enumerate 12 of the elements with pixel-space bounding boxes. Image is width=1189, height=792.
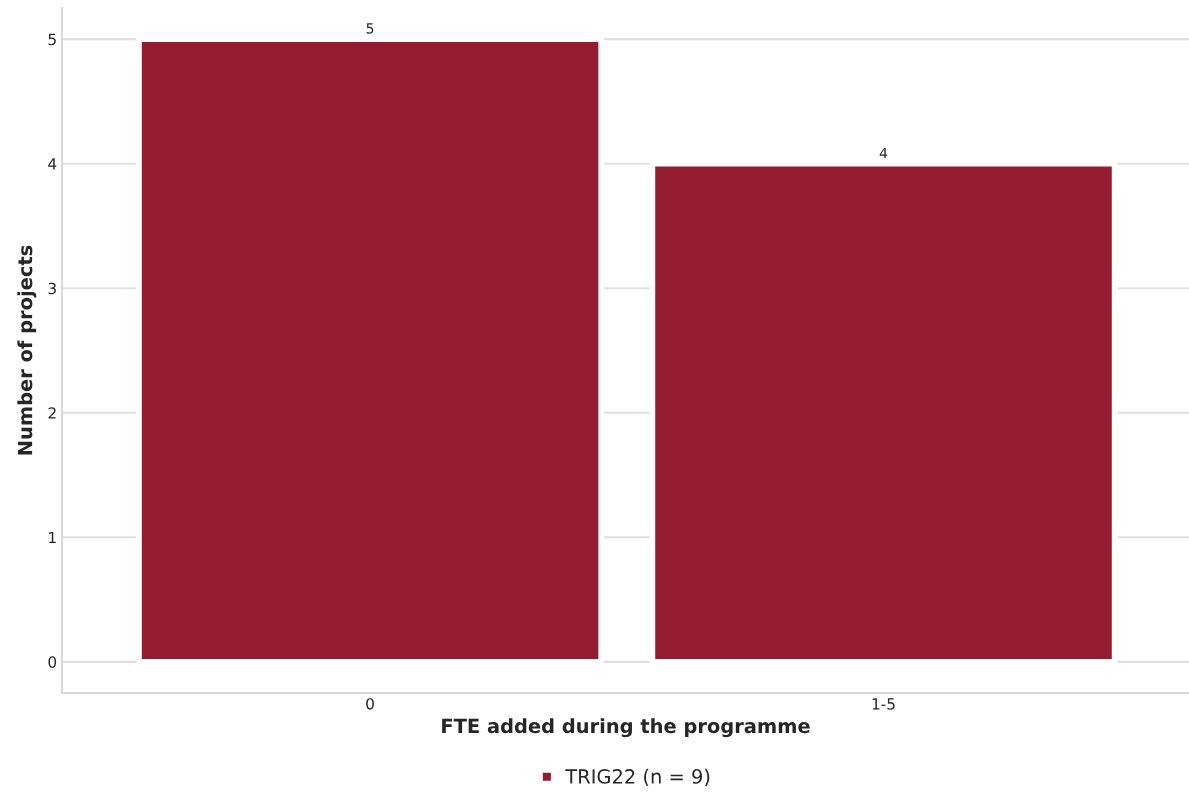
y-tick-label: 3 bbox=[48, 282, 56, 295]
x-axis-title: FTE added during the programme bbox=[442, 718, 810, 738]
data-label: 4 bbox=[879, 147, 888, 159]
y-tick-label: 0 bbox=[48, 656, 57, 668]
y-tick-label: 2 bbox=[48, 407, 56, 419]
y-tick-label: 5 bbox=[48, 33, 56, 46]
y-tick-label: 4 bbox=[48, 158, 57, 170]
y-axis-title: Number of projects bbox=[17, 245, 37, 455]
legend-label: TRIG22 (n = 9) bbox=[565, 768, 710, 787]
x-tick-label: 1-5 bbox=[872, 698, 895, 710]
y-tick-label: 1 bbox=[49, 531, 56, 544]
data-label: 5 bbox=[366, 23, 374, 34]
